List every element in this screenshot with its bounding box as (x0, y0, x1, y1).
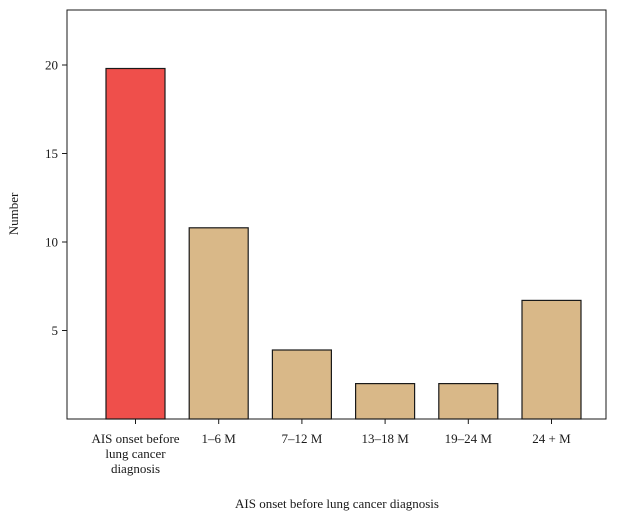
y-axis-title: Number (6, 192, 21, 235)
x-tick-label-3: 13–18 M (361, 431, 409, 446)
x-tick-label-0: AIS onset before lung cancer diagnosis (91, 431, 179, 476)
plot-frame (66, 9, 607, 420)
bar-4 (438, 383, 499, 420)
x-tick-label-1: 1–6 M (202, 431, 237, 446)
y-axis: 5 10 15 20 (45, 58, 67, 338)
bar-0 (105, 67, 166, 420)
bar-5 (521, 299, 582, 420)
y-tick-label-0: 5 (52, 323, 59, 338)
y-tick-label-1: 10 (45, 235, 58, 250)
x-tick-label-4: 19–24 M (445, 431, 493, 446)
x-axis-title: AIS onset before lung cancer diagnosis (235, 496, 439, 511)
x-axis: AIS onset before lung cancer diagnosis 1–6 … (91, 419, 571, 476)
y-tick-label-3: 20 (45, 58, 58, 73)
x-tick-label-5: 24 + M (532, 431, 571, 446)
x-tick-label-2: 7–12 M (281, 431, 322, 446)
bars-group (105, 67, 582, 420)
bar-1 (188, 227, 249, 420)
y-tick-label-2: 15 (45, 146, 58, 161)
bar-2 (271, 349, 332, 420)
bar-3 (355, 383, 416, 420)
